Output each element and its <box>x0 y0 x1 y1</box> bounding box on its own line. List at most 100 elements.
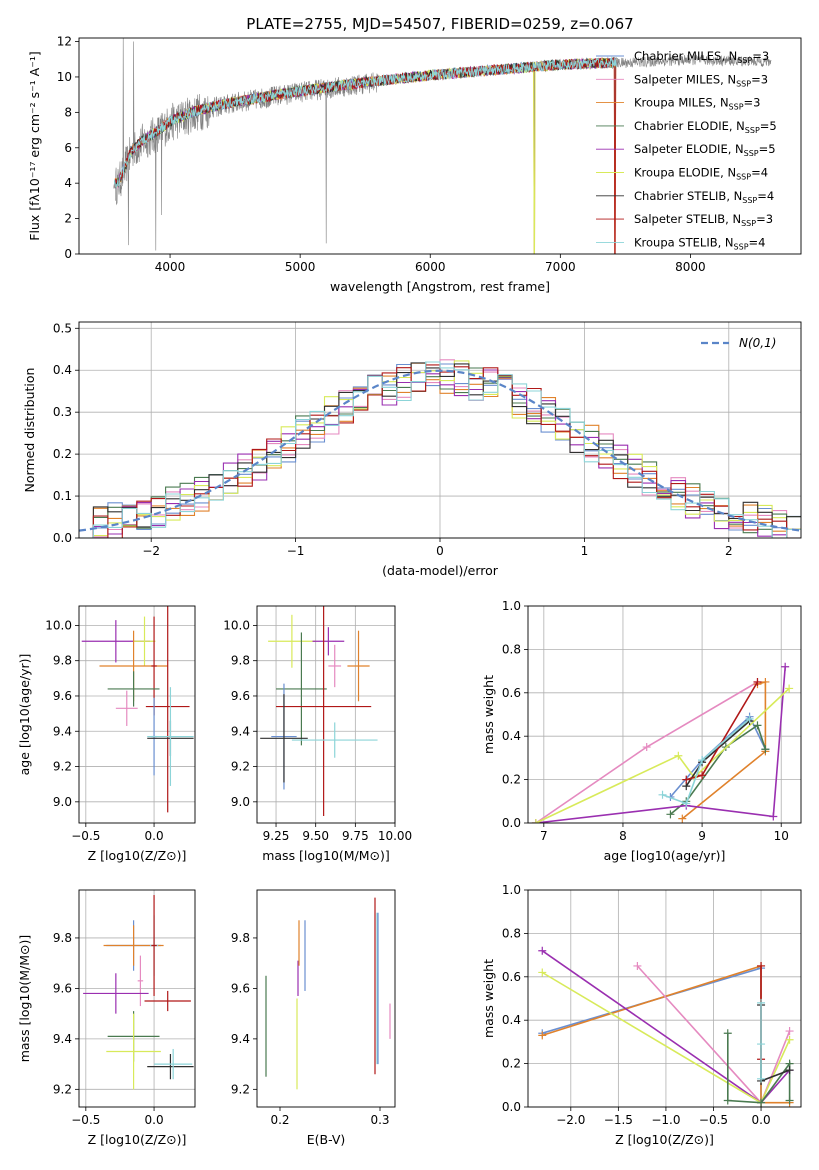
errorbar-salpeter-miles <box>328 644 342 688</box>
x-axis-label: age [log10(age/yr)] <box>604 848 726 863</box>
series-point-marker <box>633 961 642 970</box>
x-axis-label: Z [log10(Z/Z⊙)] <box>615 1132 714 1147</box>
series-point-marker <box>698 756 707 765</box>
legend-subscript: SSP <box>741 219 756 228</box>
x-tick-label: 0.0 <box>752 1113 771 1127</box>
series-line <box>681 680 767 820</box>
frame-group: −0.5 0.0 9.0 9.2 9.4 9.6 9.8 10.0 Z [log10(Z/Z⊙)… <box>17 605 196 863</box>
axes-frame <box>256 889 396 1108</box>
series-line <box>535 681 758 823</box>
grid <box>528 605 801 824</box>
legend-subscript: SSP <box>742 196 757 205</box>
model-spectrum-kroupa-stelib <box>113 56 617 189</box>
x-tick-label: 0 <box>436 544 444 558</box>
series-point-marker <box>666 810 675 819</box>
x-tick-label: 9 <box>698 829 706 843</box>
age-vs-mass-panel: 9.25 9.50 9.75 10.00 9.0 9.2 9.4 9.6 9.8 10.0 mass… <box>223 605 412 863</box>
errorbar-chabrier-stelib <box>260 694 308 783</box>
y-tick-label: 9.6 <box>53 689 72 703</box>
series-line <box>662 718 751 805</box>
x-axis-label: wavelength [Angstrom, rest frame] <box>330 279 550 294</box>
series-line <box>535 687 790 823</box>
errorbar-salpeter-miles <box>137 955 144 1007</box>
y-tick-label: 9.4 <box>231 1032 250 1046</box>
y-tick-label: 9.8 <box>53 654 72 668</box>
x-tick-label: −0.5 <box>699 1113 728 1127</box>
y-tick-label: 1.0 <box>502 599 521 613</box>
x-tick-label: 2 <box>725 544 733 558</box>
frame-group: 9.25 9.50 9.75 10.00 9.0 9.2 9.4 9.6 9.8 10.0 mass… <box>223 605 412 863</box>
x-tick-label: 10 <box>774 829 789 843</box>
y-tick-label: 0.3 <box>53 405 72 419</box>
y-tick-label: 9.4 <box>53 724 72 738</box>
series-salpeter-elodie <box>531 662 790 823</box>
y-tick-label: 9.4 <box>53 1032 72 1046</box>
y-tick-label: 0.4 <box>53 363 72 377</box>
figure-title: PLATE=2755, MJD=54507, FIBERID=0259, z=0… <box>246 15 633 33</box>
legend-label-salpeter-stelib: Salpeter STELIB, NSSP=3 <box>634 212 773 228</box>
y-tick-label: 8 <box>64 105 72 119</box>
x-tick-label: −1.5 <box>604 1113 633 1127</box>
series-point-marker <box>674 751 683 760</box>
series-point-marker <box>757 1098 766 1107</box>
series-point-marker <box>761 677 770 686</box>
y-tick-label: 9.8 <box>231 931 250 945</box>
series-kroupa-miles <box>678 677 770 823</box>
errorbar-kroupa-elodie <box>106 1013 161 1090</box>
errorbar-chabrier-stelib <box>147 1054 194 1080</box>
errorbar-salpeter-stelib <box>145 606 190 813</box>
series-point-marker <box>753 721 762 730</box>
series-point-marker <box>785 1035 794 1044</box>
y-tick-label: 9.0 <box>53 795 72 809</box>
legend-subscript: SSP <box>729 103 744 112</box>
axes-frame <box>527 889 802 1108</box>
series-point-marker <box>678 814 687 823</box>
series-point-marker <box>753 677 762 686</box>
y-tick-label: 0.4 <box>502 1013 521 1027</box>
y-tick-label: 9.6 <box>53 981 72 995</box>
x-tick-label: 7 <box>540 829 548 843</box>
y-tick-label: 0.8 <box>502 926 521 940</box>
series-point-marker <box>658 790 667 799</box>
y-axis-label: age [log10(age/yr)] <box>17 654 32 776</box>
legend-count: =4 <box>757 189 774 203</box>
series-kroupa-stelib <box>757 998 766 1083</box>
y-tick-label: 0 <box>64 247 72 261</box>
frame-group: −2 −1 0 1 2 0.0 0.1 0.2 0.3 0.4 0.5 (data-model)/er… <box>22 321 802 578</box>
errorbar-chabrier-elodie <box>107 671 160 707</box>
series-point-marker <box>723 1096 732 1105</box>
legend-subscript: SSP <box>736 79 751 88</box>
x-tick-label: 10.00 <box>378 829 412 843</box>
legend-label-kroupa-stelib: Kroupa STELIB, NSSP=4 <box>634 235 765 251</box>
series-point-marker <box>531 819 540 823</box>
x-tick-label: 9.25 <box>263 829 290 843</box>
y-axis-label: Normed distribution <box>22 368 37 493</box>
x-tick-label: 4000 <box>155 260 186 274</box>
x-axis-label: Z [log10(Z/Z⊙)] <box>88 1132 187 1147</box>
y-tick-label: 9.2 <box>53 1082 72 1096</box>
legend-count: =5 <box>760 119 777 133</box>
grid <box>79 606 195 823</box>
legend-count: =3 <box>756 212 773 226</box>
axes-frame <box>78 37 802 255</box>
y-tick-label: 0.6 <box>502 686 521 700</box>
series-kroupa-elodie <box>531 684 794 823</box>
y-tick-label: 10 <box>57 70 72 84</box>
x-tick-label: −1.0 <box>651 1113 680 1127</box>
x-axis-label: (data-model)/error <box>382 563 499 578</box>
legend-subscript: SSP <box>734 242 749 251</box>
y-tick-label: 0.5 <box>53 321 72 335</box>
y-tick-label: 9.2 <box>53 760 72 774</box>
legend-label-chabrier-stelib: Chabrier STELIB, NSSP=4 <box>634 189 774 205</box>
series-point-marker <box>785 1027 794 1036</box>
age-vs-metallicity-panel: −0.5 0.0 9.0 9.2 9.4 9.6 9.8 10.0 Z [log10(Z/Z⊙)… <box>17 605 196 863</box>
legend-label-kroupa-miles: Kroupa MILES, NSSP=3 <box>634 96 760 112</box>
series-point-marker <box>538 1031 547 1040</box>
legend-count: =4 <box>749 235 766 249</box>
plot-area <box>531 662 794 823</box>
legend-label-salpeter-elodie: Salpeter ELODIE, NSSP=5 <box>634 142 776 158</box>
legend-subscript: SSP <box>744 149 759 158</box>
mass-weight-vs-age-panel: 7 8 9 10 0.0 0.2 0.4 0.6 0.8 1.0 age [log10(age/yr… <box>481 599 802 863</box>
legend-count: =3 <box>752 49 769 63</box>
residuals-panel: −2 −1 0 1 2 0.0 0.1 0.2 0.3 0.4 0.5 (data-model)/er… <box>22 321 802 578</box>
